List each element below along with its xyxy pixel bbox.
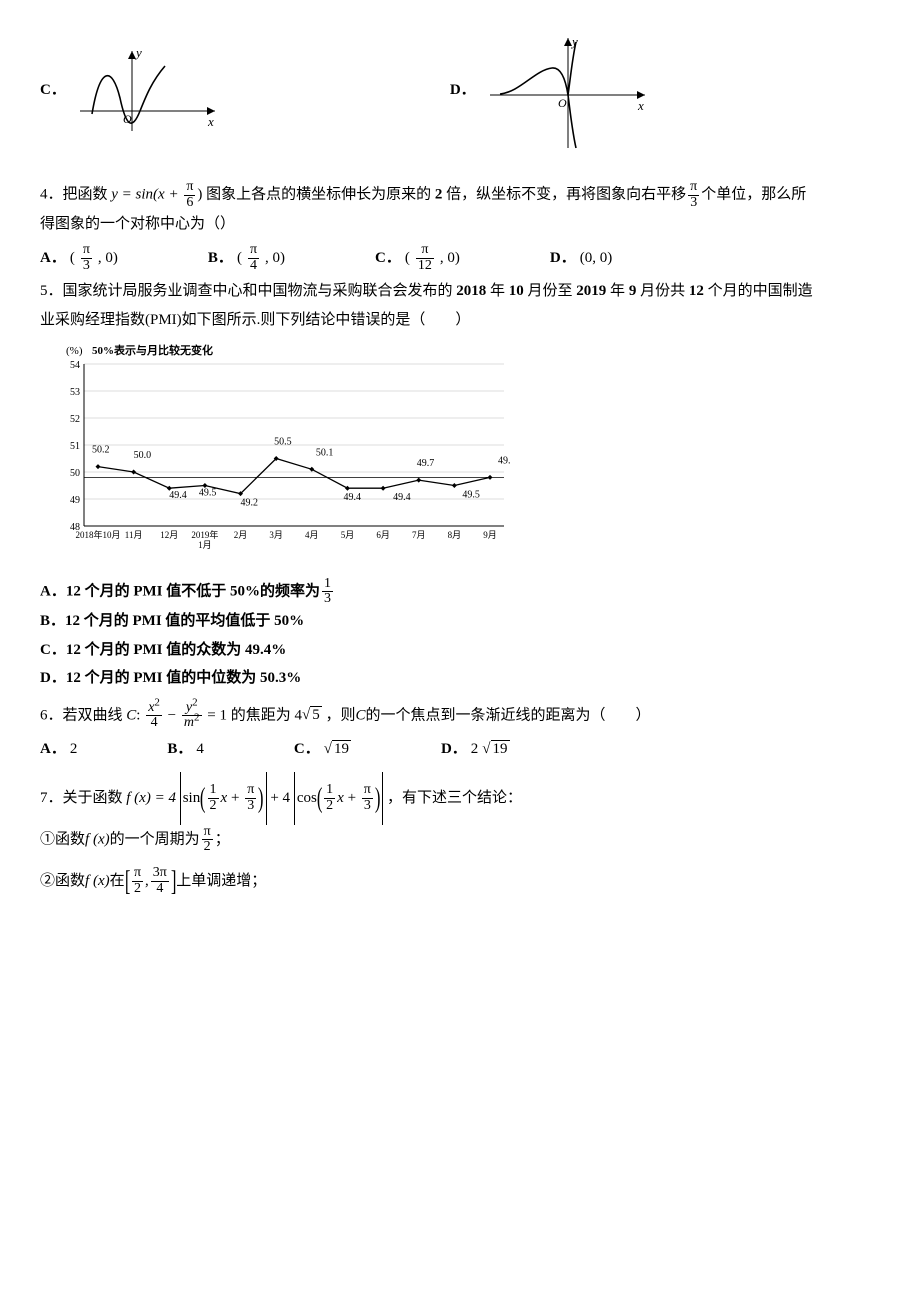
- q6-frac1: x24: [146, 701, 162, 731]
- q6-stem: 6．若双曲线 C: x24 − y2m2 = 1 的焦距为 4√5 ，则C的一个…: [40, 701, 880, 731]
- svg-text:12月: 12月: [160, 530, 178, 540]
- q4-optC: C．(π12, 0): [375, 243, 460, 273]
- svg-text:49.4: 49.4: [169, 490, 187, 501]
- q5-optD: D．12 个月的 PMI 值的中位数为 50.3%: [40, 664, 880, 693]
- q4-prefix: 4．把函数: [40, 187, 108, 203]
- q5-stem-l2: 业采购经理指数(PMI)如下图所示.则下列结论中错误的是（ ）: [40, 306, 880, 335]
- q4-mid3: 个单位，那么所: [701, 187, 806, 203]
- oD: O: [558, 96, 567, 110]
- xD: x: [637, 98, 644, 113]
- q5-optC: C．12 个月的 PMI 值的众数为 49.4%: [40, 636, 880, 665]
- svg-text:49.5: 49.5: [462, 490, 480, 501]
- q4-mid1: ) 图象上各点的横坐标伸长为原来的: [197, 187, 435, 203]
- q4-frac-pi6: π6: [184, 180, 195, 210]
- q6-optA: A．2: [40, 735, 77, 764]
- xC: x: [207, 114, 214, 129]
- q7-abs-sin: sin(12x + π3): [180, 772, 267, 825]
- svg-text:50%表示与月比较无变化: 50%表示与月比较无变化: [92, 343, 213, 357]
- q7-s2: ②函数f (x)在[π2,3π4]上单调递增；: [40, 855, 880, 908]
- svg-text:54: 54: [70, 360, 80, 371]
- svg-text:49.8: 49.8: [498, 456, 510, 467]
- q4-stem-l2: 得图象的一个对称中心为（）: [40, 210, 880, 239]
- q6-optC: C．√19: [294, 735, 351, 764]
- svg-text:8月: 8月: [448, 530, 462, 540]
- q4-options: A．(π3, 0) B．(π4, 0) C．(π12, 0) D．(0, 0): [40, 243, 880, 273]
- svg-text:49.4: 49.4: [343, 492, 361, 503]
- svg-text:51: 51: [70, 441, 80, 452]
- svg-text:3月: 3月: [269, 530, 283, 540]
- svg-text:11月: 11月: [125, 530, 143, 540]
- svg-text:49: 49: [70, 495, 80, 506]
- q6-optB: B．4: [167, 735, 204, 764]
- pmi-chart: (%)50%表示与月比较无变化484950515253542018年10月11月…: [50, 340, 510, 560]
- svg-text:50.0: 50.0: [134, 450, 152, 461]
- q3-optC-label: C．: [40, 76, 66, 105]
- q4-optB: B．(π4, 0): [208, 243, 285, 273]
- q7-s1: ①函数f (x)的一个周期为π2；: [40, 825, 880, 855]
- svg-text:49.7: 49.7: [417, 458, 435, 469]
- q3-graph-row: C． y x O D． y x O: [40, 30, 880, 150]
- svg-text:5月: 5月: [341, 530, 355, 540]
- svg-text:50.5: 50.5: [274, 437, 292, 448]
- q5-optA: A．12 个月的 PMI 值不低于 50%的频率为13: [40, 577, 880, 607]
- q6-options: A．2 B．4 C．√19 D．2√19: [40, 735, 880, 764]
- q4-frac-pi3: π3: [688, 180, 699, 210]
- q5-stem: 5．国家统计局服务业调查中心和中国物流与采购联合会发布的 2018 年 10 月…: [40, 277, 880, 306]
- q4-stem: 4．把函数 y = sin(x + π6) 图象上各点的横坐标伸长为原来的 2 …: [40, 180, 880, 210]
- yC: y: [134, 45, 142, 60]
- q3-option-c: C． y x O: [40, 36, 220, 144]
- q5-optB: B．12 个月的 PMI 值的平均值低于 50%: [40, 607, 880, 636]
- svg-text:49.5: 49.5: [199, 488, 217, 499]
- svg-text:7月: 7月: [412, 530, 426, 540]
- q3-optD-label: D．: [450, 76, 476, 105]
- svg-text:2019年: 2019年: [191, 529, 218, 540]
- q6-frac2: y2m2: [182, 701, 202, 731]
- svg-text:6月: 6月: [376, 530, 390, 540]
- svg-text:50.1: 50.1: [316, 448, 334, 459]
- svg-text:9月: 9月: [483, 530, 497, 540]
- svg-text:52: 52: [70, 414, 80, 425]
- q7-abs-cos: cos(12x + π3): [294, 772, 383, 825]
- q3-graph-c: y x O: [70, 36, 220, 144]
- q3-graph-d: y x O: [480, 30, 650, 150]
- q4-func: y = sin(x +: [111, 187, 182, 203]
- q7-stem: 7．关于函数 f (x) = 4 sin(12x + π3) + 4 cos(1…: [40, 772, 880, 825]
- svg-text:2月: 2月: [234, 530, 248, 540]
- q4-mid2: 倍，纵坐标不变，再将图象向右平移: [442, 187, 686, 203]
- svg-text:2018年10月: 2018年10月: [75, 529, 120, 540]
- q3-option-d: D． y x O: [450, 30, 650, 150]
- svg-text:49.4: 49.4: [393, 492, 411, 503]
- yD: y: [570, 34, 578, 49]
- q4-optA: A．(π3, 0): [40, 243, 118, 273]
- svg-text:49.2: 49.2: [241, 498, 259, 509]
- svg-text:4月: 4月: [305, 530, 319, 540]
- svg-text:50: 50: [70, 468, 80, 479]
- svg-text:50.2: 50.2: [92, 445, 110, 456]
- q6-optD: D．2√19: [441, 735, 510, 764]
- svg-text:53: 53: [70, 387, 80, 398]
- svg-text:(%): (%): [66, 345, 83, 357]
- svg-text:1月: 1月: [198, 540, 212, 550]
- q4-optD: D．(0, 0): [550, 243, 612, 273]
